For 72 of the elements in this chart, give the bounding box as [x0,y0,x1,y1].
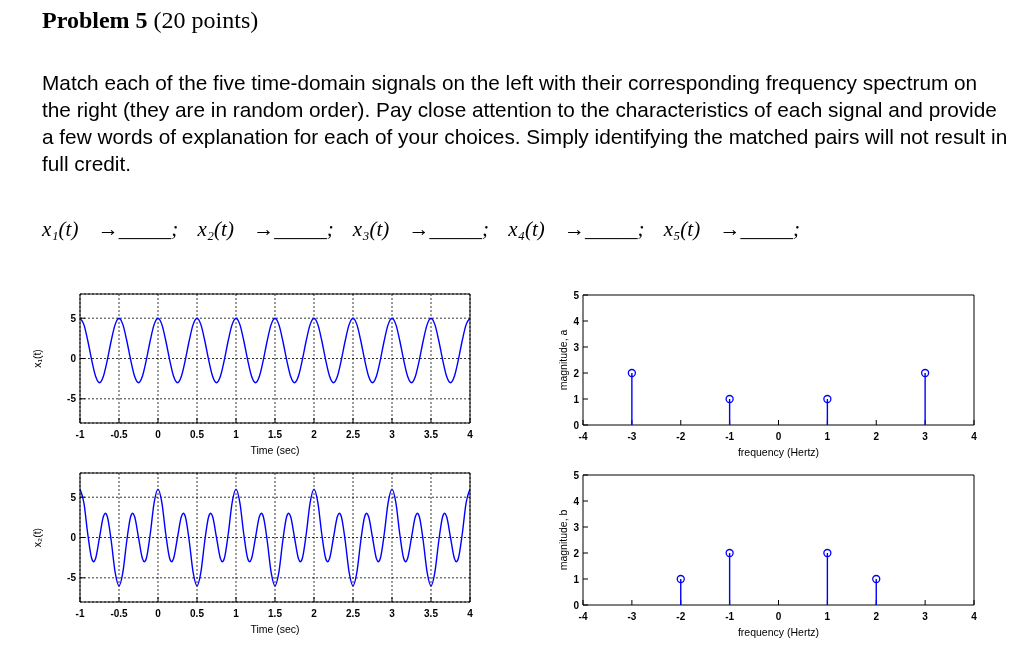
x-axis-title: Time (sec) [250,444,300,456]
x-tick-label: -1 [725,431,735,443]
x-tick-label: 1 [233,608,240,620]
y-tick-label: 5 [573,469,580,481]
x-tick-label: 3 [922,611,929,623]
text: Match each of the five time-domain signals on the left with their corresponding frequency spectrum on the right (they are in random order). Pay close attention to the characteristics of each signal and provide a few words of explanation for each of your choices. Simply identifying the matched pairs will not result in full credit. [42,70,1009,177]
x-tick-label: 2 [311,608,318,620]
x-tick-label: 1 [824,431,831,443]
y-tick-label: 4 [573,315,580,327]
x-tick-label: 1.5 [268,608,283,620]
x-tick-label: 2 [311,429,318,441]
y-tick-label: 3 [573,521,580,533]
x-axis-title: frequency (Hertz) [737,446,820,458]
y-axis-title: magnitude, a [557,329,569,391]
x-tick-label: 2.5 [346,429,361,441]
x-tick-label: -1 [75,429,85,441]
x-tick-label: -4 [578,431,588,443]
x-tick-label: 4 [971,431,978,443]
y-tick-label: 0 [573,599,580,611]
x-tick-label: -3 [627,611,637,623]
x-tick-label: 2 [873,611,880,623]
text: Problem 5 [42,7,148,33]
y-tick-label: 2 [573,367,580,379]
y-tick-label: 5 [70,312,77,324]
x-tick-label: 4 [467,608,474,620]
text: (20 points) [153,7,259,33]
x-tick-label: -0.5 [110,429,129,441]
y-tick-label: 0 [70,532,77,544]
x-tick-label: 1 [824,611,831,623]
y-tick-label: 1 [573,393,580,405]
x-tick-label: -2 [676,431,686,443]
y-axis-title: magnitude, b [557,509,569,571]
line-series [80,488,470,587]
y-tick-label: 4 [573,495,580,507]
x-tick-label: 3.5 [424,429,439,441]
y-tick-label: 3 [573,341,580,353]
x-tick-label: 0 [155,608,162,620]
x-tick-label: -3 [627,431,637,443]
x-tick-label: 0 [775,431,782,443]
x-tick-label: 3 [389,429,396,441]
line-series [80,317,470,384]
y-tick-label: 0 [573,419,580,431]
x-tick-label: 0 [155,429,162,441]
y-tick-label: 2 [573,547,580,559]
y-tick-label: 5 [70,491,77,503]
x-tick-label: 4 [467,429,474,441]
x-tick-label: 0.5 [190,608,205,620]
x-tick-label: 2 [873,431,880,443]
x-tick-label: 0.5 [190,429,205,441]
y-tick-label: 0 [70,353,77,365]
y-tick-label: 1 [573,573,580,585]
x-tick-label: 1.5 [268,429,283,441]
y-tick-label: -5 [67,572,77,584]
x-axis-title: Time (sec) [250,623,300,635]
x-tick-label: 4 [971,611,978,623]
y-tick-label: -5 [67,393,77,405]
x-tick-label: 2.5 [346,608,361,620]
x-tick-label: 3.5 [424,608,439,620]
text: x₁(t) →_____; x₂(t) →_____; x₃(t) →_____; x₄(t) →_____; x₅(t) →_____; [42,217,801,242]
x-tick-label: 1 [233,429,240,441]
y-axis-title: x₁(t) [31,349,43,368]
x-axis-title: frequency (Hertz) [737,626,820,638]
x-tick-label: -1 [75,608,85,620]
x-tick-label: -0.5 [110,608,129,620]
x-tick-label: -1 [725,611,735,623]
x-tick-label: 3 [389,608,396,620]
x-tick-label: -4 [578,611,588,623]
x-tick-label: -2 [676,611,686,623]
x-tick-label: 3 [922,431,929,443]
y-tick-label: 5 [573,289,580,301]
x-tick-label: 0 [775,611,782,623]
y-axis-title: x₂(t) [31,527,43,548]
